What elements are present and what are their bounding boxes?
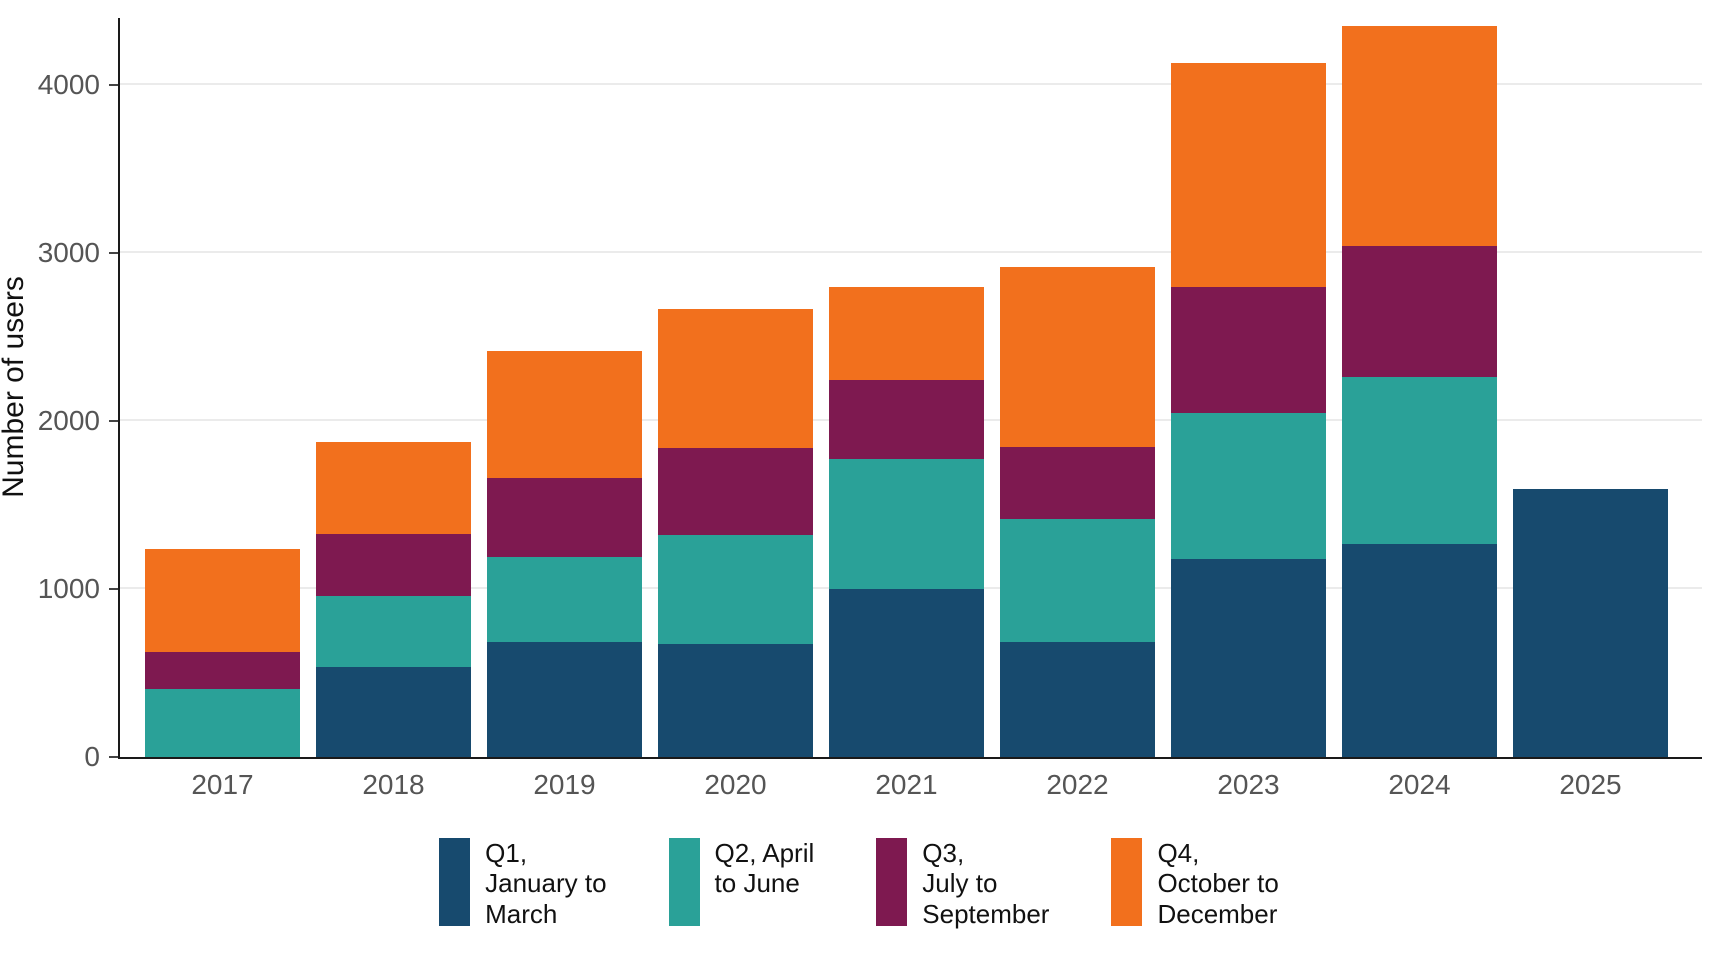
legend-item-Q2: Q2, April to June xyxy=(668,838,815,929)
x-tick-label-2019: 2019 xyxy=(533,769,596,800)
y-tick-label-2000: 2000 xyxy=(37,405,100,437)
bar-segment-2023-Q3 xyxy=(1171,286,1326,413)
bar-segment-2024-Q2 xyxy=(1342,377,1497,544)
bar-2017: 2017 xyxy=(145,18,300,800)
bar-2022: 2022 xyxy=(1000,18,1155,800)
legend-swatch-Q4 xyxy=(1111,838,1143,926)
bar-segment-2018-Q1 xyxy=(316,667,471,757)
legend-swatch-Q1 xyxy=(439,838,471,926)
bar-2020: 2020 xyxy=(658,18,813,800)
bar-2019: 2019 xyxy=(487,18,642,800)
y-tick-mark-0 xyxy=(109,756,118,758)
gridline-4000 xyxy=(120,83,1702,86)
bar-segment-2024-Q4 xyxy=(1342,26,1497,247)
y-tick-mark-4000 xyxy=(109,84,118,87)
y-axis-title: Number of users xyxy=(0,276,30,498)
bar-segment-2017-Q2 xyxy=(145,688,300,757)
y-tick-mark-3000 xyxy=(109,252,118,255)
bar-segment-2021-Q3 xyxy=(829,379,984,459)
x-tick-label-2025: 2025 xyxy=(1559,769,1622,800)
bar-segment-2021-Q2 xyxy=(829,458,984,590)
bar-segment-2020-Q2 xyxy=(658,535,813,644)
legend-item-Q4: Q4, October to December xyxy=(1111,838,1279,929)
plot-panel: 2017 2018 2019 2020 2021 2022 2023 2024 2025 xyxy=(118,18,1702,800)
x-tick-label-2021: 2021 xyxy=(875,769,938,800)
bar-segment-2018-Q2 xyxy=(316,595,471,668)
legend: Q1, January to March Q2, April to June Q3,… xyxy=(0,838,1718,929)
y-tick-label-0: 0 xyxy=(84,741,100,772)
bar-segment-2020-Q4 xyxy=(658,308,813,448)
x-tick-label-2018: 2018 xyxy=(362,769,425,800)
bar-segment-2024-Q3 xyxy=(1342,246,1497,378)
bar-segment-2017-Q3 xyxy=(145,652,300,689)
x-tick-label-2024: 2024 xyxy=(1388,769,1451,800)
legend-swatch-Q3 xyxy=(876,838,908,926)
bar-2024: 2024 xyxy=(1342,18,1497,800)
legend-label-Q4: Q4, October to December xyxy=(1157,838,1279,929)
bar-segment-2019-Q3 xyxy=(487,478,642,558)
legend-label-Q1: Q1, January to March xyxy=(485,838,607,929)
y-tick-label-3000: 3000 xyxy=(37,237,100,269)
bar-segment-2019-Q2 xyxy=(487,557,642,642)
bar-segment-2020-Q1 xyxy=(658,643,813,757)
bar-segment-2018-Q3 xyxy=(316,533,471,596)
bar-segment-2023-Q2 xyxy=(1171,412,1326,559)
bar-2023: 2023 xyxy=(1171,18,1326,800)
bar-segment-2018-Q4 xyxy=(316,442,471,534)
legend-label-Q2: Q2, April to June xyxy=(714,838,815,899)
x-tick-label-2023: 2023 xyxy=(1217,769,1280,800)
bar-segment-2020-Q3 xyxy=(658,447,813,536)
bar-segment-2022-Q1 xyxy=(1000,641,1155,757)
bar-segment-2023-Q1 xyxy=(1171,558,1326,757)
bar-2021: 2021 xyxy=(829,18,984,800)
y-tick-label-1000: 1000 xyxy=(37,573,100,605)
bar-segment-2022-Q2 xyxy=(1000,519,1155,642)
legend-label-Q3: Q3, July to September xyxy=(922,838,1050,929)
bar-segment-2022-Q3 xyxy=(1000,447,1155,520)
bar-segment-2024-Q1 xyxy=(1342,543,1497,757)
bar-2025: 2025 xyxy=(1513,18,1668,800)
bar-segment-2017-Q4 xyxy=(145,548,300,653)
bar-segment-2021-Q1 xyxy=(829,589,984,757)
bar-segment-2022-Q4 xyxy=(1000,267,1155,448)
x-tick-label-2017: 2017 xyxy=(191,769,254,800)
bar-segment-2019-Q4 xyxy=(487,350,642,479)
y-tick-mark-1000 xyxy=(109,588,118,591)
bars-area: 2017 2018 2019 2020 2021 2022 2023 2024 2025 xyxy=(145,18,1668,800)
y-tick-label-4000: 4000 xyxy=(37,69,100,101)
legend-swatch-Q2 xyxy=(668,838,700,926)
x-tick-label-2020: 2020 xyxy=(704,769,767,800)
bar-2018: 2018 xyxy=(316,18,471,800)
bar-segment-2019-Q1 xyxy=(487,641,642,757)
legend-item-Q3: Q3, July to September xyxy=(876,838,1049,929)
gridline-3000 xyxy=(120,251,1702,254)
bar-segment-2021-Q4 xyxy=(829,286,984,380)
y-tick-mark-2000 xyxy=(109,420,118,423)
x-tick-label-2022: 2022 xyxy=(1046,769,1109,800)
legend-item-Q1: Q1, January to March xyxy=(439,838,607,929)
bar-segment-2023-Q4 xyxy=(1171,63,1326,287)
bar-segment-2025-Q1 xyxy=(1513,489,1668,757)
